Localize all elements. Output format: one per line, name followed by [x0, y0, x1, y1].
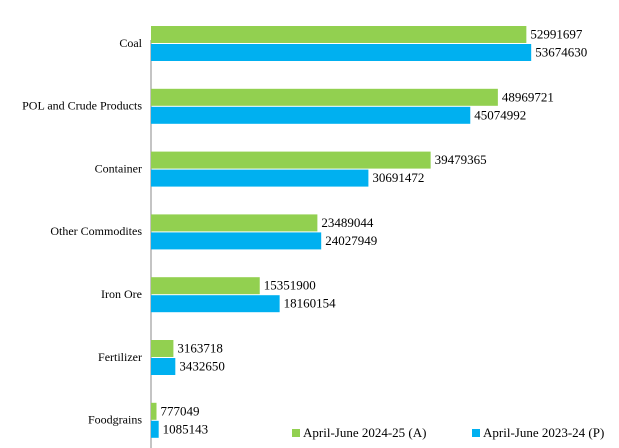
bar: [151, 358, 176, 375]
bar: [151, 232, 322, 250]
value-label: 15351900: [264, 278, 316, 293]
bar: [151, 88, 498, 106]
value-label: 52991697: [530, 26, 583, 41]
bar: [151, 106, 471, 124]
legend-swatch: [292, 429, 300, 437]
value-label: 18160154: [284, 296, 337, 311]
bar: [151, 420, 159, 438]
legend-label: April-June 2023-24 (P): [483, 425, 604, 440]
category-label: POL and Crude Products: [22, 99, 142, 113]
legend-swatch: [472, 429, 480, 437]
category-label: Coal: [119, 36, 142, 50]
bar: [151, 44, 532, 61]
category-label: Container: [95, 161, 142, 175]
value-label: 48969721: [502, 89, 554, 104]
value-label: 45074992: [474, 107, 526, 122]
bar: [151, 151, 431, 169]
bar: [151, 169, 369, 187]
category-label: Fertilizer: [98, 350, 142, 364]
legend-label: April-June 2024-25 (A): [303, 425, 426, 440]
bar: [151, 295, 280, 313]
value-label: 39479365: [435, 152, 487, 167]
value-label: 777049: [161, 403, 200, 418]
category-label: Foodgrains: [88, 413, 142, 427]
value-label: 53674630: [535, 44, 587, 59]
value-label: 1085143: [163, 421, 209, 436]
category-label: Other Commodites: [50, 224, 142, 238]
bar: [151, 277, 260, 295]
category-label: Iron Ore: [101, 287, 142, 301]
value-label: 3163718: [177, 340, 223, 355]
bar: [151, 340, 174, 357]
value-label: 24027949: [325, 233, 377, 248]
bar: [151, 214, 318, 232]
value-label: 23489044: [321, 215, 374, 230]
bar: [151, 402, 157, 420]
value-label: 3432650: [179, 358, 225, 373]
bar: [151, 26, 527, 43]
value-label: 30691472: [372, 170, 424, 185]
